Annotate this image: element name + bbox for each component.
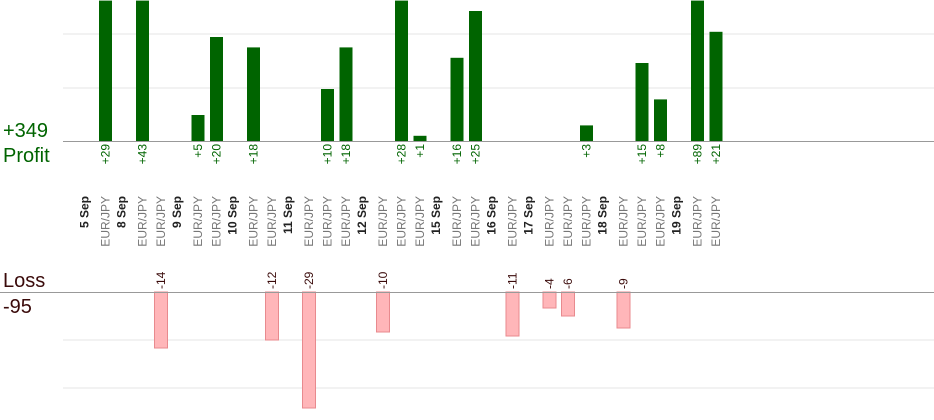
loss-value-label: -9: [617, 278, 631, 289]
date-label: 11 Sep: [281, 196, 295, 234]
profit-bar: [339, 47, 353, 141]
loss-bar: [302, 291, 316, 409]
loss-bar: [542, 291, 557, 309]
date-label: 19 Sep: [670, 196, 684, 235]
pair-label: EUR/JPY: [654, 196, 668, 247]
pair-label: EUR/JPY: [543, 196, 557, 247]
loss-value-label: -10: [376, 271, 390, 289]
pair-label: EUR/JPY: [469, 196, 483, 247]
profit-bar: [450, 57, 464, 141]
pair-label: EUR/JPY: [635, 196, 649, 247]
profit-total: +349: [3, 120, 49, 142]
pair-label: EUR/JPY: [395, 196, 409, 247]
profit-value-label: +10: [321, 144, 335, 165]
pair-label: EUR/JPY: [136, 196, 150, 247]
date-label: 10 Sep: [226, 196, 240, 235]
profit-value-label: +18: [339, 144, 353, 165]
loss-bar: [616, 291, 631, 329]
pair-label: EUR/JPY: [99, 196, 113, 247]
profit-value-label: +28: [395, 144, 409, 165]
profit-bar: [321, 89, 334, 141]
profit-bar: [136, 0, 149, 141]
pair-label: EUR/JPY: [339, 196, 353, 247]
profit-bar: [580, 125, 593, 141]
loss-value-label: -14: [154, 271, 168, 289]
date-label: 8 Sep: [115, 196, 129, 228]
loss-value-label: -6: [561, 278, 575, 289]
pair-label: EUR/JPY: [617, 196, 631, 247]
pair-label: EUR/JPY: [709, 196, 723, 247]
profit-bar: [247, 47, 260, 141]
profit-bar: [413, 135, 427, 141]
date-label: 5 Sep: [78, 196, 92, 228]
pair-label: EUR/JPY: [450, 196, 464, 247]
profit-value-label: +25: [469, 144, 483, 165]
profit-bar: [709, 31, 723, 141]
pair-label: EUR/JPY: [247, 196, 261, 247]
pair-label: EUR/JPY: [580, 196, 594, 247]
profit-bar: [654, 99, 667, 141]
pair-label: EUR/JPY: [154, 196, 168, 247]
profit-bar: [469, 11, 482, 141]
profit-value-label: +1: [413, 144, 427, 158]
pair-label: EUR/JPY: [210, 196, 224, 247]
profit-bar: [635, 63, 649, 141]
date-label: 18 Sep: [596, 196, 610, 235]
loss-bar: [505, 291, 520, 337]
profit-value-label: +21: [709, 144, 723, 165]
loss-label: Loss: [3, 270, 46, 292]
loss-value-label: -4: [543, 278, 557, 289]
loss-bar: [561, 291, 575, 317]
profit-bar: [395, 0, 408, 141]
profit-value-label: +20: [210, 144, 224, 165]
profit-value-label: +3: [580, 144, 594, 158]
pair-label: EUR/JPY: [691, 196, 705, 247]
profit-value-label: +29: [99, 144, 113, 165]
loss-total: -95: [3, 296, 32, 318]
date-label: 12 Sep: [355, 196, 369, 235]
loss-value-label: -11: [506, 272, 520, 289]
profit-value-label: +43: [136, 144, 150, 165]
pair-label: EUR/JPY: [191, 196, 205, 247]
pair-label: EUR/JPY: [413, 196, 427, 247]
profit-label: Profit: [3, 145, 50, 167]
profit-bar: [210, 37, 223, 141]
profit-value-label: +8: [654, 144, 668, 158]
profit-value-label: +89: [691, 144, 705, 165]
profit-value-label: +18: [247, 144, 261, 165]
profit-bar: [691, 0, 704, 141]
pair-label: EUR/JPY: [376, 196, 390, 247]
profit-value-label: +5: [191, 144, 205, 158]
pair-label: EUR/JPY: [265, 196, 279, 247]
profit-value-label: +15: [635, 144, 649, 165]
profit-bar: [191, 115, 205, 141]
date-label: 17 Sep: [522, 196, 536, 235]
pair-label: EUR/JPY: [321, 196, 335, 247]
date-label: 16 Sep: [485, 196, 499, 235]
loss-bar: [376, 291, 390, 333]
loss-bar: [265, 291, 279, 341]
pair-label: EUR/JPY: [506, 196, 520, 247]
pair-label: EUR/JPY: [302, 196, 316, 247]
profit-value-label: +16: [450, 144, 464, 165]
loss-value-label: -29: [302, 271, 316, 289]
profit-bar: [99, 0, 112, 141]
loss-bar: [154, 291, 168, 349]
date-label: 15 Sep: [429, 196, 443, 235]
pair-label: EUR/JPY: [561, 196, 575, 247]
date-label: 9 Sep: [170, 196, 184, 228]
loss-value-label: -12: [265, 271, 279, 289]
